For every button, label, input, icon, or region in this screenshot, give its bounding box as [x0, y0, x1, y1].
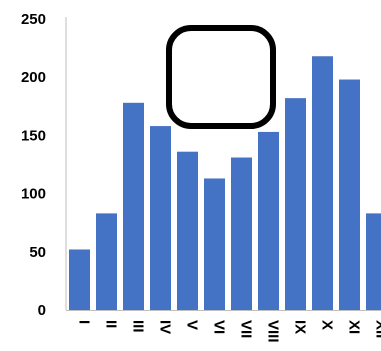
- x-tick-label: I: [76, 320, 93, 324]
- bar-xi: [339, 79, 360, 310]
- y-tick-label: 250: [21, 11, 46, 28]
- x-tick-label: X: [319, 320, 336, 330]
- y-tick-label: 50: [29, 244, 46, 261]
- bar-vi: [204, 178, 225, 310]
- bar-ix: [285, 98, 306, 310]
- x-axis-ticks: I II III IV V VI VII VIII IX X XI XII: [76, 320, 381, 343]
- x-tick-label: II: [103, 320, 120, 328]
- bar-i: [69, 249, 90, 310]
- y-tick-label: 150: [21, 127, 46, 144]
- x-tick-label: IV: [157, 320, 174, 334]
- x-tick-label: XI: [346, 320, 363, 334]
- bar-v: [177, 151, 198, 310]
- rounded-square-outline: [166, 25, 276, 129]
- x-tick-label: V: [184, 320, 201, 330]
- plot-area: [65, 17, 381, 311]
- y-tick-label: 0: [38, 302, 46, 319]
- bar-vii: [231, 157, 252, 310]
- x-tick-label: VIII: [265, 320, 282, 343]
- x-tick-label: III: [130, 320, 147, 333]
- x-tick-label: XII: [373, 320, 381, 338]
- bar-x: [312, 56, 333, 310]
- y-tick-label: 100: [21, 186, 46, 203]
- x-tick-label: IX: [292, 320, 309, 334]
- x-tick-label: VI: [211, 320, 228, 334]
- y-tick-label: 200: [21, 69, 46, 86]
- x-tick-label: VII: [238, 320, 255, 338]
- y-axis-ticks: 0 50 100 150 200 250: [21, 11, 46, 319]
- bars: [69, 56, 381, 310]
- bar-ii: [96, 213, 117, 310]
- bar-xii: [366, 213, 381, 310]
- bar-iv: [150, 126, 171, 310]
- bar-iii: [123, 102, 144, 310]
- bar-viii: [258, 131, 279, 310]
